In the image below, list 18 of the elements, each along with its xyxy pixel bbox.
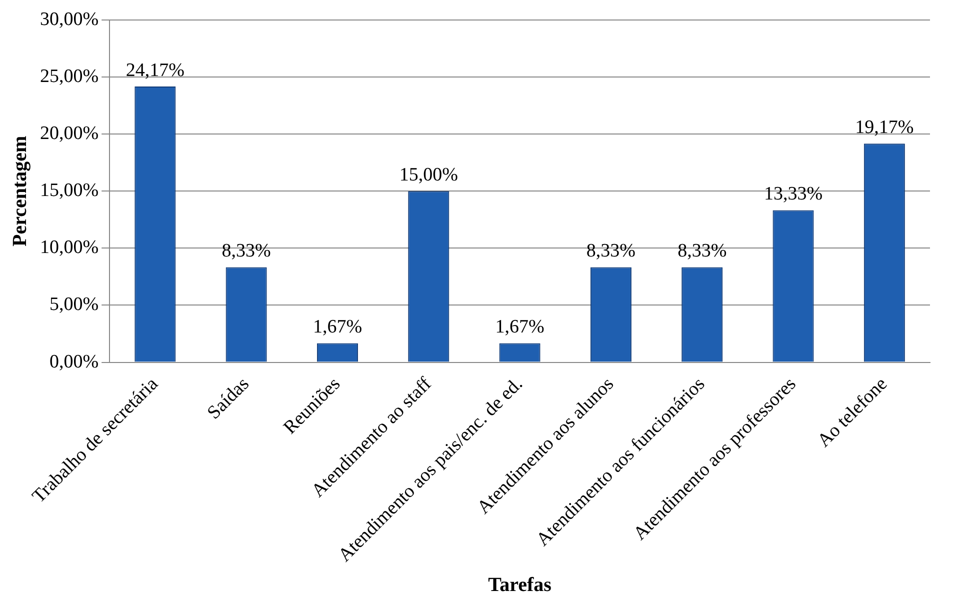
- y-tick-label: 20,00%: [40, 123, 99, 144]
- data-label: 13,33%: [764, 184, 823, 205]
- data-label: 1,67%: [495, 316, 544, 338]
- y-axis-title: Percentagem: [9, 135, 32, 246]
- data-label: 8,33%: [678, 240, 727, 262]
- data-label: 1,67%: [312, 316, 362, 338]
- data-label: 8,33%: [586, 240, 636, 262]
- y-tick-label: 10,00%: [40, 237, 99, 258]
- y-tick-label: 0,00%: [50, 351, 99, 372]
- data-label: 24,17%: [126, 60, 185, 82]
- data-label: 19,17%: [855, 117, 914, 138]
- y-tick-label: 25,00%: [40, 66, 99, 88]
- y-tick-label: 15,00%: [40, 180, 99, 202]
- data-label: 15,00%: [399, 164, 458, 186]
- y-tick-label: 5,00%: [50, 294, 99, 316]
- data-label: 8,33%: [222, 240, 272, 262]
- y-tick-label: 30,00%: [40, 8, 99, 30]
- x-axis-title: Tarefas: [488, 574, 552, 596]
